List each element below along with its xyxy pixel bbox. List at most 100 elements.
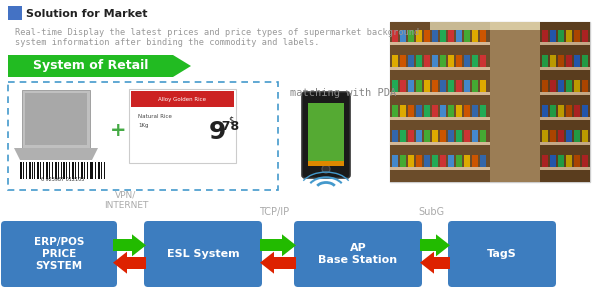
Polygon shape: [173, 55, 191, 77]
Bar: [408, 80, 414, 92]
Bar: [464, 80, 470, 92]
Bar: [582, 155, 588, 167]
Bar: [480, 80, 486, 92]
Bar: [464, 105, 470, 117]
Bar: [274, 257, 296, 269]
Bar: [127, 257, 146, 269]
Bar: [472, 155, 478, 167]
Bar: [29, 162, 31, 179]
Bar: [8, 55, 173, 77]
Bar: [550, 105, 556, 117]
Bar: [89, 162, 92, 179]
Bar: [464, 130, 470, 142]
Bar: [432, 30, 438, 42]
Bar: [424, 80, 430, 92]
Bar: [392, 105, 398, 117]
Bar: [390, 92, 490, 95]
Text: Natural Rice: Natural Rice: [138, 114, 172, 119]
Bar: [558, 130, 564, 142]
FancyBboxPatch shape: [144, 221, 262, 287]
Bar: [416, 55, 422, 67]
Bar: [424, 55, 430, 67]
Bar: [390, 22, 490, 182]
Bar: [542, 80, 548, 92]
Bar: [574, 130, 580, 142]
Bar: [542, 30, 548, 42]
Bar: [440, 155, 446, 167]
Bar: [58, 162, 59, 179]
Bar: [408, 30, 414, 42]
Text: Solution for Market: Solution for Market: [26, 9, 148, 19]
Bar: [582, 55, 588, 67]
Bar: [23, 162, 24, 179]
Bar: [472, 105, 478, 117]
Polygon shape: [260, 252, 274, 274]
Bar: [566, 80, 572, 92]
Bar: [26, 162, 27, 179]
Bar: [456, 155, 462, 167]
Bar: [480, 55, 486, 67]
Text: AP
Base Station: AP Base Station: [319, 243, 398, 265]
Bar: [408, 55, 414, 67]
Bar: [390, 167, 490, 170]
Bar: [424, 30, 430, 42]
Bar: [480, 105, 486, 117]
Bar: [540, 142, 590, 145]
Bar: [448, 155, 454, 167]
Bar: [308, 103, 344, 161]
Text: 1Kg: 1Kg: [138, 123, 149, 128]
Bar: [84, 162, 85, 179]
Bar: [400, 105, 406, 117]
Bar: [75, 162, 76, 179]
Text: ESL System: ESL System: [167, 249, 239, 259]
Bar: [456, 105, 462, 117]
Bar: [432, 105, 438, 117]
Bar: [480, 155, 486, 167]
Bar: [432, 55, 438, 67]
Bar: [52, 162, 53, 179]
Bar: [540, 22, 590, 182]
Bar: [542, 105, 548, 117]
Text: +: +: [110, 121, 126, 140]
Polygon shape: [420, 252, 434, 274]
Bar: [566, 130, 572, 142]
Bar: [464, 30, 470, 42]
Bar: [430, 22, 540, 30]
Bar: [480, 30, 486, 42]
Bar: [558, 80, 564, 92]
Bar: [574, 105, 580, 117]
Bar: [40, 162, 41, 179]
Text: system information after binding the commodity and labels.: system information after binding the com…: [15, 38, 320, 47]
Bar: [392, 130, 398, 142]
Bar: [540, 67, 590, 70]
Bar: [440, 55, 446, 67]
Bar: [448, 105, 454, 117]
Bar: [390, 22, 590, 182]
Circle shape: [322, 165, 330, 173]
Text: System of Retail: System of Retail: [33, 59, 148, 73]
Bar: [472, 55, 478, 67]
FancyBboxPatch shape: [302, 92, 350, 178]
Bar: [416, 30, 422, 42]
Bar: [542, 130, 548, 142]
Bar: [95, 162, 97, 179]
Bar: [390, 67, 490, 70]
FancyBboxPatch shape: [129, 89, 236, 163]
Bar: [113, 239, 132, 251]
Bar: [69, 162, 70, 179]
Bar: [574, 55, 580, 67]
Bar: [390, 142, 490, 145]
Bar: [424, 130, 430, 142]
Bar: [392, 155, 398, 167]
Bar: [260, 239, 282, 251]
Bar: [540, 117, 590, 120]
Bar: [61, 162, 62, 179]
Bar: [566, 105, 572, 117]
Bar: [550, 30, 556, 42]
Text: ERP/POS
PRICE
SYSTEM: ERP/POS PRICE SYSTEM: [34, 237, 84, 271]
Bar: [400, 80, 406, 92]
Bar: [25, 93, 87, 145]
Bar: [20, 162, 22, 179]
Text: 9: 9: [208, 120, 226, 144]
Bar: [574, 80, 580, 92]
